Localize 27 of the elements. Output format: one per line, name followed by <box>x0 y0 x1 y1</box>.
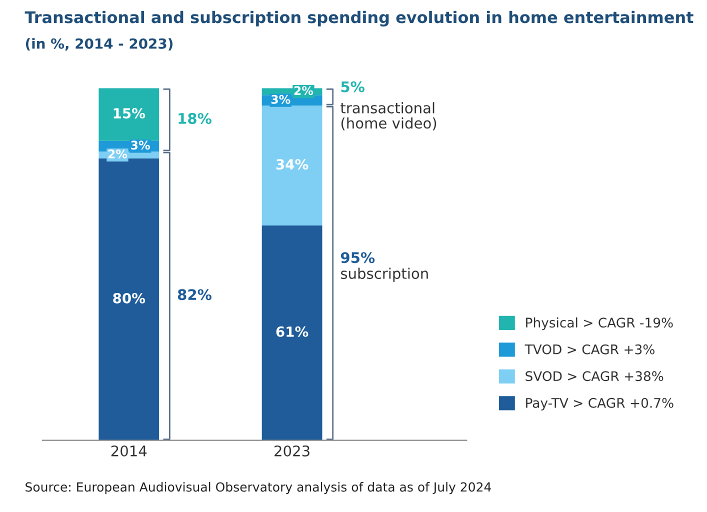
legend-label: Physical > CAGR -19% <box>526 317 673 330</box>
data-label: 3% <box>271 94 290 104</box>
data-label: 2% <box>294 86 314 96</box>
annotation: 18% <box>178 112 212 124</box>
annotation: 95% <box>340 252 375 264</box>
data-label: 80% <box>113 292 146 304</box>
data-label: 34% <box>276 159 308 170</box>
chart-title: Transactional and subscription spending evolution in home entertainment <box>24 10 694 26</box>
legend-label: TVOD > CAGR +3% <box>524 344 654 354</box>
annotation: subscription <box>340 268 428 282</box>
legend-label: Pay-TV > CAGR +0.7% <box>526 398 674 410</box>
bar <box>262 106 322 226</box>
data-label: 3% <box>131 140 150 150</box>
bar <box>98 158 160 440</box>
annotation: 82% <box>178 289 212 300</box>
legend-label: SVOD > CAGR +38% <box>526 371 664 382</box>
x-tick-label: 2014 <box>111 445 147 456</box>
data-label: 15% <box>114 108 146 119</box>
bar <box>262 225 322 440</box>
source-note: Source: European Audiovisual Observatory analysis of data as of July 2024 <box>26 482 491 494</box>
annotation: 5% <box>341 81 364 92</box>
bar <box>98 88 160 141</box>
data-label: 61% <box>276 326 308 337</box>
chart-subtitle: (in %, 2014 - 2023) <box>26 38 173 51</box>
annotation: transactional (home video) <box>340 102 436 130</box>
data-label: 2% <box>108 149 128 158</box>
x-tick-label: 2023 <box>274 445 310 456</box>
